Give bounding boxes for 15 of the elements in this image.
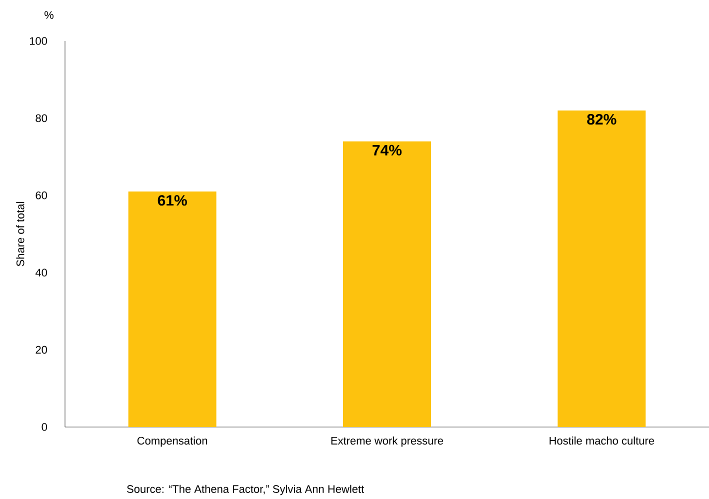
x-tick-label: Extreme work pressure [331,436,444,447]
data-label: 74% [372,144,402,156]
y-tick-label: 80 [36,114,48,122]
data-label: 82% [587,114,616,125]
x-tick-label: Compensation [137,436,208,447]
source-note: Source: “The Athena Factor,” Sylvia Ann Hewlett [127,484,364,496]
y-tick-label: 0 [42,423,48,431]
y-tick-label: 40 [35,268,48,276]
y-tick-label: 100 [30,37,48,45]
y-tick-label: 20 [36,346,48,354]
y-axis-title: Share of total [16,202,24,266]
x-tick-label: Hostile macho culture [550,436,654,445]
y-tick-label: 60 [36,192,48,200]
text: % [44,11,54,19]
data-label: 61% [158,195,187,206]
